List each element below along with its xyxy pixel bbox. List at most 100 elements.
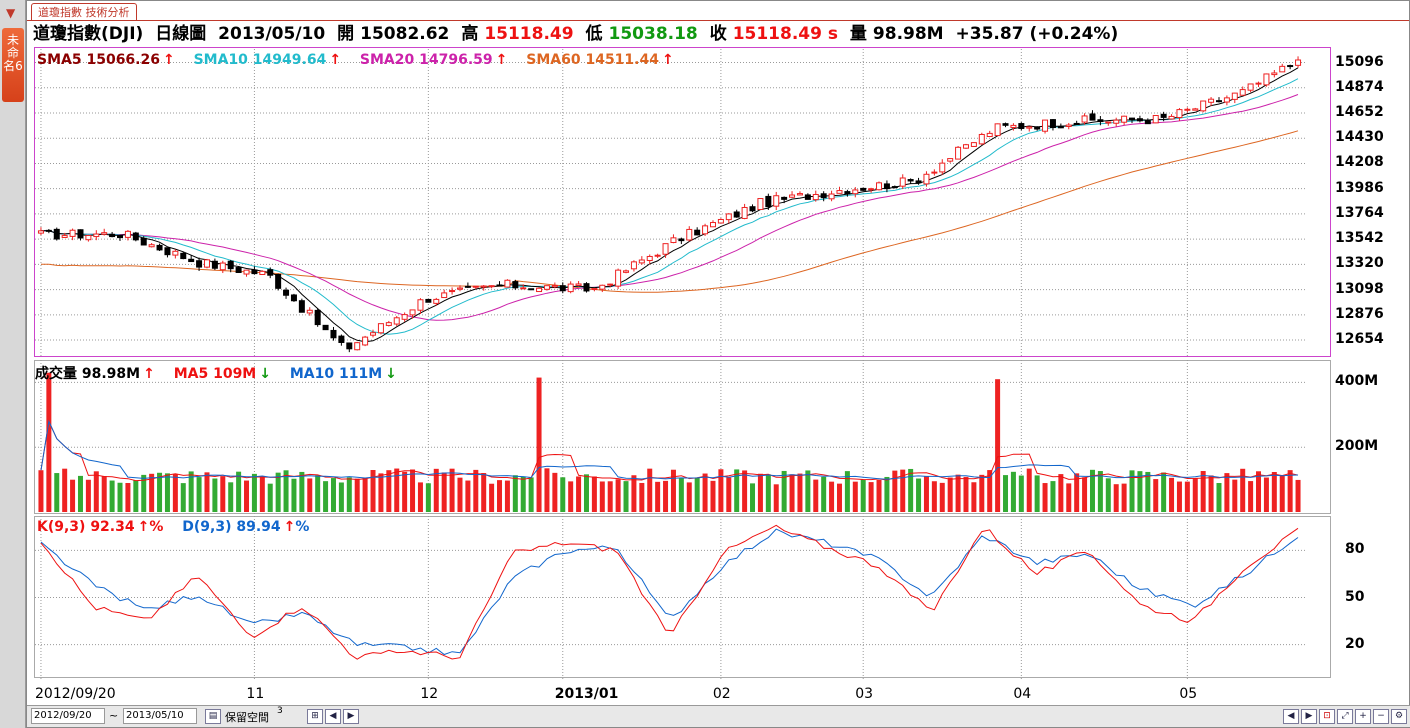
- volume-bar: [1256, 471, 1262, 512]
- volume-bar: [615, 479, 621, 512]
- volume-bar: [1279, 476, 1285, 512]
- candle-up: [385, 322, 392, 326]
- volume-bar: [370, 470, 376, 512]
- volume-bar: [908, 468, 914, 512]
- volume-bar: [1248, 481, 1254, 512]
- kd-tick-label: 50: [1345, 588, 1365, 605]
- candle-down: [1097, 119, 1104, 123]
- candle-up: [377, 323, 384, 334]
- volume-bar: [212, 478, 218, 512]
- volume-bar: [46, 372, 52, 512]
- volume-bar: [512, 475, 518, 512]
- candle-up: [717, 218, 724, 224]
- volume-bar: [923, 476, 929, 512]
- candle-down: [496, 284, 503, 287]
- candle-down: [844, 191, 851, 195]
- volume-bar: [504, 480, 510, 512]
- volume-bar: [663, 480, 669, 512]
- scroll-end-right-icon[interactable]: ▶: [1301, 709, 1317, 724]
- chart-canvas[interactable]: [27, 1, 1410, 705]
- candle-up: [575, 283, 582, 286]
- kd-panel[interactable]: [34, 516, 1331, 678]
- price-tick-label: 12654: [1335, 331, 1384, 348]
- volume-bar: [583, 474, 589, 512]
- volume-bar: [773, 484, 779, 512]
- candle-up: [686, 228, 693, 241]
- volume-bar: [244, 480, 250, 512]
- volume-bar: [1010, 471, 1016, 512]
- volume-bar: [394, 468, 400, 512]
- scroll-end-left-icon[interactable]: ◀: [1283, 709, 1299, 724]
- layout-grid-icon[interactable]: ⊞: [307, 709, 323, 724]
- volume-bar: [781, 470, 787, 512]
- volume-bar: [1034, 475, 1040, 512]
- candle-up: [654, 254, 661, 257]
- candle-up: [702, 225, 709, 235]
- fit-view-icon[interactable]: ⤢: [1337, 709, 1353, 724]
- volume-bar: [544, 468, 550, 512]
- volume-bar: [765, 474, 771, 512]
- start-date-input[interactable]: 2012/09/20: [31, 708, 105, 724]
- candle-up: [741, 206, 748, 219]
- date-tick-label: 2012/09/20: [35, 686, 116, 702]
- volume-bar: [1192, 478, 1198, 512]
- candle-down: [1057, 126, 1064, 129]
- volume-bar: [742, 470, 748, 512]
- candle-down: [678, 238, 685, 242]
- candle-up: [536, 287, 543, 293]
- collapse-arrow-icon[interactable]: ▼: [6, 6, 16, 20]
- volume-bar: [1026, 468, 1032, 512]
- candle-down: [77, 229, 84, 239]
- end-date-input[interactable]: 2013/05/10: [123, 708, 197, 724]
- volume-legend-value: 成交量 98.98M ↑: [35, 366, 155, 382]
- zoom-in-icon[interactable]: +: [1355, 709, 1371, 724]
- volume-bar: [757, 473, 763, 512]
- candle-up: [1081, 115, 1088, 123]
- price-tick-label: 13764: [1335, 204, 1384, 221]
- tab-technical-analysis[interactable]: 道瓊指數 技術分析: [31, 3, 137, 21]
- chart-settings-icon[interactable]: ⚙: [1391, 709, 1407, 724]
- volume-bar: [1216, 483, 1222, 512]
- sma60-legend: SMA60 14511.44 ↑: [526, 52, 674, 68]
- candle-down: [1002, 123, 1009, 126]
- price-panel[interactable]: [34, 47, 1331, 357]
- candle-up: [61, 235, 68, 238]
- volume-bar: [346, 477, 352, 512]
- volume-bar: [1153, 479, 1159, 512]
- volume-bar: [639, 482, 645, 512]
- volume-bar: [623, 481, 629, 512]
- candle-down: [1144, 120, 1151, 125]
- volume-bar: [1161, 472, 1167, 512]
- change-value: +35.87 (+0.24%): [955, 24, 1119, 44]
- scroll-right-icon[interactable]: ▶: [343, 709, 359, 724]
- candle-up: [472, 285, 479, 288]
- candle-up: [962, 144, 969, 149]
- period-label: 日線圖: [155, 24, 207, 44]
- reserve-space-icon[interactable]: ▤: [205, 709, 221, 724]
- volume-bar: [710, 480, 716, 512]
- scroll-left-icon[interactable]: ◀: [325, 709, 341, 724]
- candle-up: [393, 317, 400, 325]
- volume-bar: [963, 476, 969, 512]
- volume-bar: [1042, 483, 1048, 512]
- sma10-line: [40, 78, 1299, 335]
- kd-tick-label: 80: [1345, 541, 1365, 558]
- volume-bar: [1145, 471, 1151, 512]
- volume-bar: [931, 481, 937, 512]
- candle-down: [322, 324, 329, 331]
- candle-up: [172, 250, 179, 256]
- sheet-tab-unnamed[interactable]: 未命名6: [2, 28, 24, 102]
- volume-panel[interactable]: [34, 360, 1331, 514]
- zoom-out-icon[interactable]: −: [1373, 709, 1389, 724]
- volume-bar: [670, 469, 676, 512]
- volume-bar: [868, 482, 874, 512]
- candle-down: [117, 235, 124, 239]
- k-legend: K(9,3) 92.34 ↑%: [37, 519, 164, 535]
- price-tick-label: 13986: [1335, 179, 1384, 196]
- candle-up: [504, 279, 511, 288]
- reset-view-icon[interactable]: ⊡: [1319, 709, 1335, 724]
- candle-down: [907, 179, 914, 182]
- candle-down: [109, 233, 116, 238]
- volume-bar: [307, 478, 313, 512]
- sma5-legend: SMA5 15066.26 ↑: [37, 52, 175, 68]
